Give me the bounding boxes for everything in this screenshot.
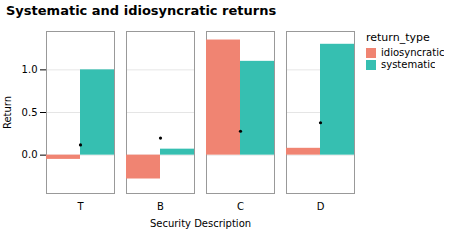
html-text:return_type: return_type	[366, 31, 430, 44]
html-text:Systematic and idiosyncratic r: Systematic and idiosyncratic returns	[6, 3, 277, 18]
svg-text:D: D	[317, 201, 325, 212]
svg-text:C: C	[237, 201, 244, 212]
svg-text:0.0: 0.0	[22, 149, 38, 160]
svg-text:0.5: 0.5	[22, 107, 38, 118]
html-text:systematic: systematic	[381, 59, 436, 70]
svg-text:B: B	[157, 201, 164, 212]
svg-text:Security Description: Security Description	[150, 218, 251, 229]
html-text:idiosyncratic: idiosyncratic	[381, 47, 445, 58]
svg-text:1.0: 1.0	[22, 64, 38, 75]
svg-text:T: T	[76, 201, 84, 212]
svg-text:Return: Return	[2, 96, 13, 129]
